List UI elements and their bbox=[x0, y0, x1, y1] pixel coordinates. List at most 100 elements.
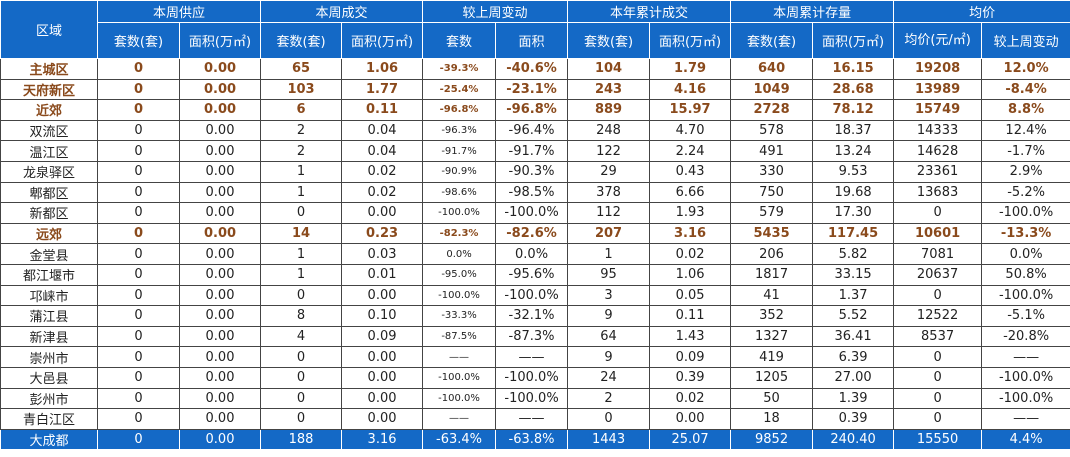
cell-inv-area: 1.39 bbox=[812, 387, 895, 410]
cell-inv-units: 352 bbox=[730, 305, 814, 327]
subheader-ytd-units: 套数(套) bbox=[567, 22, 651, 59]
cell-inv-area: 0.39 bbox=[812, 408, 895, 430]
cell-ytd-area: 2.24 bbox=[649, 140, 732, 162]
cell-ytd-area: 1.06 bbox=[649, 263, 732, 286]
cell-change-area: -96.8% bbox=[495, 99, 569, 121]
cell-avg-price: 0 bbox=[893, 346, 983, 368]
cell-change-area: -90.3% bbox=[495, 160, 569, 183]
table-row: 邛崃市 0 0.00 0 0.00 -100.0% -100.0% 3 0.05 41 1.37 0-… bbox=[0, 284, 1070, 307]
subheader-inv-area: 面积(万㎡) bbox=[812, 22, 895, 59]
cell-price-change: 8.8% bbox=[981, 99, 1070, 121]
cell-region: 天府新区 bbox=[0, 78, 98, 101]
cell-change-area: —— bbox=[495, 408, 569, 430]
cell-ytd-area: 1.79 bbox=[649, 58, 732, 80]
table-row: 天府新区 0 0.00 103 1.77 -25.4% -23.1% 243 4.16 1049 2… bbox=[0, 78, 1070, 101]
cell-supply-units: 0 bbox=[97, 263, 180, 286]
cell-inv-area: 19.68 bbox=[812, 181, 895, 204]
cell-supply-units: 0 bbox=[97, 99, 180, 121]
cell-supply-area: 0.00 bbox=[178, 366, 262, 389]
cell-change-area: -87.3% bbox=[495, 325, 569, 348]
cell-supply-area: 0.00 bbox=[178, 387, 262, 410]
cell-supply-area: 0.00 bbox=[178, 284, 262, 307]
cell-inv-area: 16.15 bbox=[812, 58, 895, 80]
cell-deal-area: 0.02 bbox=[341, 181, 424, 204]
cell-deal-area: 0.00 bbox=[341, 284, 424, 307]
cell-supply-units: 0 bbox=[97, 346, 180, 368]
cell-deal-area: 1.77 bbox=[341, 78, 424, 101]
cell-change-area: -95.6% bbox=[495, 263, 569, 286]
cell-avg-price: 0 bbox=[893, 284, 983, 307]
cell-price-change: 12.0% bbox=[981, 58, 1070, 80]
cell-region: 青白江区 bbox=[0, 408, 98, 430]
cell-supply-units: 0 bbox=[97, 387, 180, 410]
cell-inv-units: 640 bbox=[730, 58, 814, 80]
cell-supply-units: 0 bbox=[97, 366, 180, 389]
cell-supply-units: 0 bbox=[97, 305, 180, 327]
cell-deal-units: 2 bbox=[260, 140, 343, 162]
cell-supply-units: 0 bbox=[97, 140, 180, 162]
header-wow-change: 较上周变动 bbox=[422, 0, 569, 23]
cell-supply-units: 0 bbox=[97, 408, 180, 430]
cell-deal-area: 0.09 bbox=[341, 325, 424, 348]
cell-region: 近郊 bbox=[0, 99, 98, 121]
cell-ytd-units: 1443 bbox=[567, 428, 651, 451]
cell-change-units: -87.5% bbox=[422, 325, 497, 348]
table-row: 彭州市 0 0.00 0 0.00 -100.0% -100.0% 2 0.02 50 1.39 0-… bbox=[0, 387, 1070, 410]
cell-price-change: -100.0% bbox=[981, 387, 1070, 410]
cell-deal-units: 0 bbox=[260, 387, 343, 410]
cell-region: 新都区 bbox=[0, 202, 98, 224]
cell-inv-area: 18.37 bbox=[812, 119, 895, 142]
table-body: 主城区 0 0.00 65 1.06 -39.3% -40.6% 104 1.79 640 16.1… bbox=[0, 58, 1070, 451]
cell-ytd-area: 15.97 bbox=[649, 99, 732, 121]
cell-price-change: -5.2% bbox=[981, 181, 1070, 204]
cell-price-change: —— bbox=[981, 408, 1070, 430]
cell-deal-area: 0.04 bbox=[341, 119, 424, 142]
cell-ytd-area: 0.11 bbox=[649, 305, 732, 327]
cell-deal-area: 0.02 bbox=[341, 160, 424, 183]
cell-region: 双流区 bbox=[0, 119, 98, 142]
table-row: 双流区 0 0.00 2 0.04 -96.3% -96.4% 248 4.70 578 18.37… bbox=[0, 119, 1070, 142]
cell-avg-price: 8537 bbox=[893, 325, 983, 348]
cell-supply-units: 0 bbox=[97, 202, 180, 224]
cell-change-units: -100.0% bbox=[422, 284, 497, 307]
cell-inv-area: 33.15 bbox=[812, 263, 895, 286]
cell-change-units: -63.4% bbox=[422, 428, 497, 451]
cell-avg-price: 20637 bbox=[893, 263, 983, 286]
cell-change-units: 0.0% bbox=[422, 243, 497, 265]
table-row: 都江堰市 0 0.00 1 0.01 -95.0% -95.6% 95 1.06 1817 33.1… bbox=[0, 263, 1070, 286]
cell-supply-area: 0.00 bbox=[178, 181, 262, 204]
cell-change-units: —— bbox=[422, 346, 497, 368]
cell-supply-units: 0 bbox=[97, 58, 180, 80]
cell-avg-price: 23361 bbox=[893, 160, 983, 183]
cell-inv-units: 9852 bbox=[730, 428, 814, 451]
cell-inv-area: 240.40 bbox=[812, 428, 895, 451]
cell-deal-units: 188 bbox=[260, 428, 343, 451]
cell-supply-units: 0 bbox=[97, 181, 180, 204]
cell-deal-area: 0.00 bbox=[341, 387, 424, 410]
subheader-ytd-area: 面积(万㎡) bbox=[649, 22, 732, 59]
cell-change-units: -100.0% bbox=[422, 387, 497, 410]
table-row: 青白江区 0 0.00 0 0.00 —— —— 0 0.00 18 0.39 0 —— bbox=[0, 408, 1070, 430]
cell-price-change: 50.8% bbox=[981, 263, 1070, 286]
cell-inv-area: 27.00 bbox=[812, 366, 895, 389]
cell-ytd-area: 0.09 bbox=[649, 346, 732, 368]
cell-ytd-units: 3 bbox=[567, 284, 651, 307]
cell-price-change: -8.4% bbox=[981, 78, 1070, 101]
table-row: 新津县 0 0.00 4 0.09 -87.5% -87.3% 64 1.43 1327 36.41… bbox=[0, 325, 1070, 348]
cell-deal-area: 0.00 bbox=[341, 202, 424, 224]
cell-ytd-units: 112 bbox=[567, 202, 651, 224]
cell-deal-units: 103 bbox=[260, 78, 343, 101]
cell-ytd-area: 1.93 bbox=[649, 202, 732, 224]
cell-change-units: -96.3% bbox=[422, 119, 497, 142]
cell-supply-area: 0.00 bbox=[178, 222, 262, 245]
cell-ytd-area: 0.02 bbox=[649, 387, 732, 410]
cell-avg-price: 0 bbox=[893, 202, 983, 224]
cell-inv-units: 1049 bbox=[730, 78, 814, 101]
cell-ytd-area: 6.66 bbox=[649, 181, 732, 204]
cell-price-change: -100.0% bbox=[981, 284, 1070, 307]
cell-region: 大成都 bbox=[0, 428, 98, 451]
cell-ytd-units: 64 bbox=[567, 325, 651, 348]
cell-change-area: -98.5% bbox=[495, 181, 569, 204]
cell-deal-units: 65 bbox=[260, 58, 343, 80]
